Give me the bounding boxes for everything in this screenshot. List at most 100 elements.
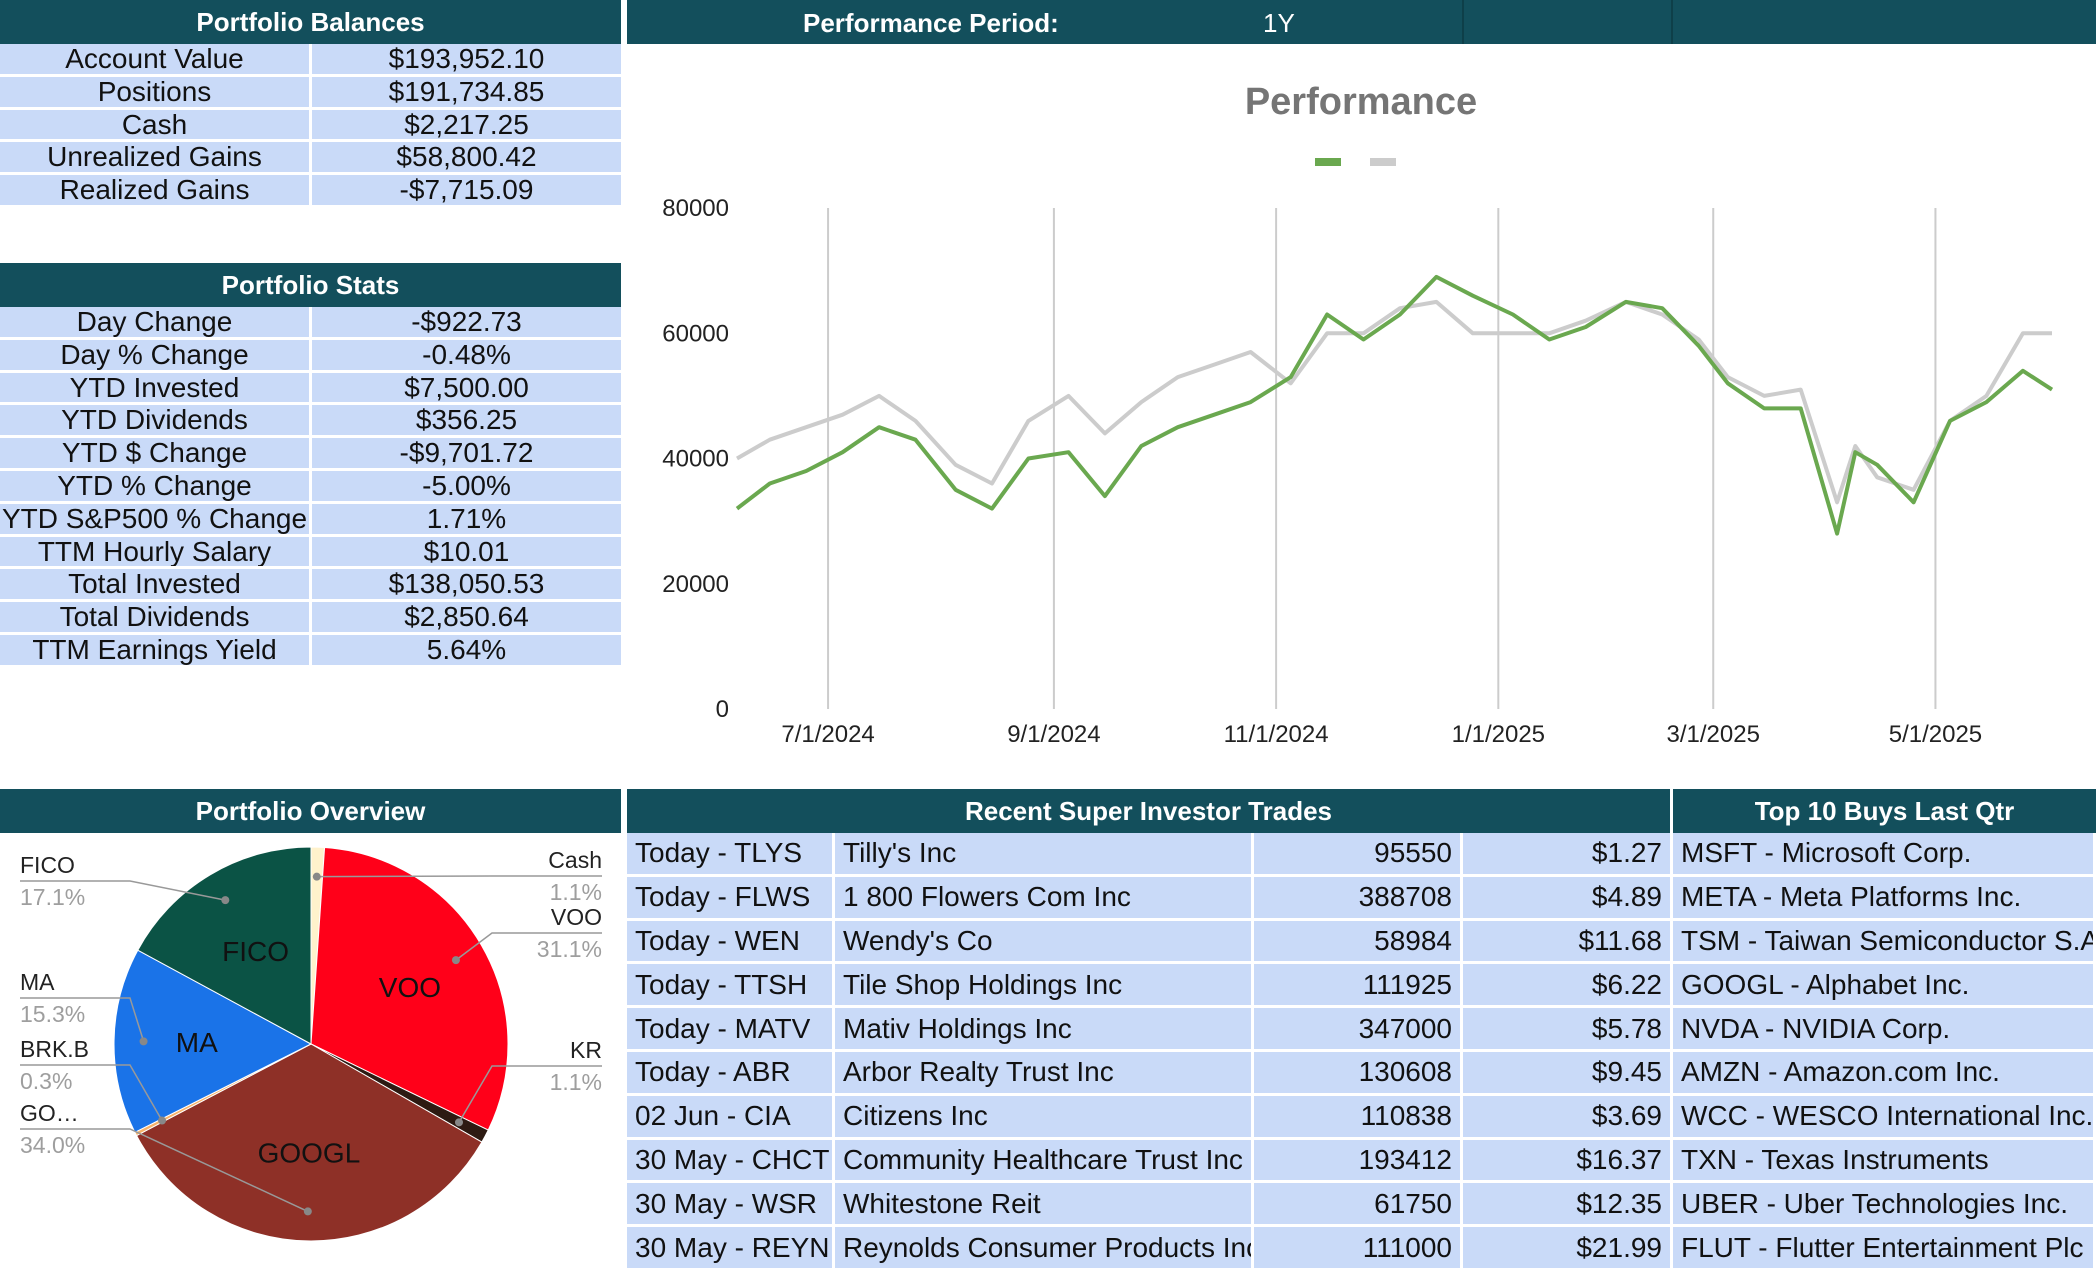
performance-period-value[interactable]: 1Y — [1263, 8, 1295, 38]
trade-shares: 61750 — [1254, 1183, 1463, 1228]
balance-value: $58,800.42 — [312, 142, 624, 176]
trade-shares: 58984 — [1254, 920, 1463, 965]
stat-label: Day % Change — [0, 339, 312, 373]
callout-name: FICO — [20, 852, 75, 878]
stat-value: -5.00% — [312, 471, 624, 504]
stat-label: TTM Hourly Salary — [0, 536, 312, 570]
x-tick-label: 1/1/2025 — [1452, 721, 1545, 748]
balance-label: Cash — [0, 109, 312, 143]
callout-name: KR — [570, 1037, 602, 1063]
legend-swatch — [1315, 158, 1341, 166]
callout-leader-line — [20, 997, 145, 1042]
trade-company: Wendy's Co — [835, 920, 1254, 965]
top-buy-item: UBER - Uber Technologies Inc. — [1673, 1183, 2096, 1228]
x-tick-label: 11/1/2024 — [1224, 721, 1329, 748]
stat-value: $138,050.53 — [312, 569, 624, 603]
balance-value: $191,734.85 — [312, 76, 624, 110]
portfolio-pie-chart: FICO VOO MA GOOGL FICO 17.1% MA 15.3% BRK.B 0.3% G… — [20, 846, 602, 1242]
callout-leader-line — [20, 1128, 309, 1213]
top-buy-item: META - Meta Platforms Inc. — [1673, 876, 2096, 921]
trade-price: $12.35 — [1463, 1183, 1673, 1228]
trade-company: Tilly's Inc — [835, 833, 1254, 877]
portfolio-balances-header: Portfolio Balances — [0, 0, 624, 44]
pie-slice — [113, 949, 313, 1133]
balance-label: Unrealized Gains — [0, 142, 312, 176]
callout-name: GO… — [20, 1100, 79, 1126]
stat-value: $356.25 — [312, 405, 624, 439]
trade-company: Tile Shop Holdings Inc — [835, 964, 1254, 1009]
pie-slice — [310, 846, 509, 1131]
callout-dot — [158, 1116, 167, 1125]
x-tick-label: 7/1/2024 — [781, 721, 874, 748]
series-line — [735, 274, 2054, 536]
balance-value: $193,952.10 — [312, 44, 624, 77]
callout-leader-line — [458, 1065, 602, 1123]
callout-dot — [312, 872, 321, 881]
trade-price: $4.89 — [1463, 876, 1673, 921]
stat-label: YTD Invested — [0, 372, 312, 406]
y-tick-label: 0 — [716, 696, 729, 723]
trade-company: Citizens Inc — [835, 1095, 1254, 1140]
performance-chart: Performance 7/1/2024 9/1/2024 11/1/2024 1/1/… — [662, 81, 2054, 748]
balance-label: Realized Gains — [0, 175, 312, 208]
performance-chart-panel: Performance 7/1/2024 9/1/2024 11/1/2024 1/1/… — [627, 44, 2096, 786]
stat-value: -0.48% — [312, 339, 624, 373]
stat-label: YTD Dividends — [0, 405, 312, 439]
trade-price: $21.99 — [1463, 1227, 1673, 1271]
top-buy-item: AMZN - Amazon.com Inc. — [1673, 1052, 2096, 1096]
stat-label: YTD S&P500 % Change — [0, 503, 312, 537]
trade-when: Today - FLWS — [627, 876, 835, 921]
header-divider — [1462, 0, 1464, 44]
callout-percent: 15.3% — [20, 1001, 85, 1027]
trade-company: Arbor Realty Trust Inc — [835, 1052, 1254, 1096]
callout-percent: 17.1% — [20, 884, 85, 910]
callout-leader-line — [20, 1064, 163, 1121]
trade-price: $16.37 — [1463, 1139, 1673, 1184]
stat-label: Total Invested — [0, 569, 312, 603]
pie-slice — [135, 1043, 483, 1242]
chart-title: Performance — [1245, 81, 1477, 123]
trade-when: Today - WEN — [627, 920, 835, 965]
stat-label: YTD % Change — [0, 471, 312, 504]
balance-value: -$7,715.09 — [312, 175, 624, 208]
stat-label: TTM Earnings Yield — [0, 635, 312, 668]
trade-price: $11.68 — [1463, 920, 1673, 965]
trade-when: 02 Jun - CIA — [627, 1095, 835, 1140]
x-tick-label: 5/1/2025 — [1889, 721, 1982, 748]
callout-name: Cash — [548, 847, 602, 873]
x-tick-label: 3/1/2025 — [1667, 721, 1760, 748]
pie-slice-label: MA — [176, 1027, 218, 1058]
trade-when: 30 May - WSR — [627, 1183, 835, 1228]
callout-dot — [451, 956, 460, 965]
trade-when: Today - TTSH — [627, 964, 835, 1009]
trade-shares: 110838 — [1254, 1095, 1463, 1140]
callout-name: VOO — [551, 904, 602, 930]
performance-period-label: Performance Period: — [803, 8, 1059, 38]
trade-shares: 347000 — [1254, 1008, 1463, 1052]
x-tick-label: 9/1/2024 — [1007, 721, 1100, 748]
trade-price: $1.27 — [1463, 833, 1673, 877]
callout-name: BRK.B — [20, 1036, 89, 1062]
portfolio-overview-panel: FICO VOO MA GOOGL FICO 17.1% MA 15.3% BRK.B 0.3% G… — [0, 833, 624, 1271]
y-tick-label: 80000 — [662, 195, 729, 222]
callout-dot — [221, 896, 230, 905]
series-line — [736, 299, 2052, 505]
callout-leader-line — [316, 875, 602, 878]
trade-shares: 111925 — [1254, 964, 1463, 1009]
top-buy-item: MSFT - Microsoft Corp. — [1673, 833, 2096, 877]
top-buy-item: TXN - Texas Instruments — [1673, 1139, 2096, 1184]
pie-slice-label: VOO — [379, 972, 441, 1003]
stat-value: -$9,701.72 — [312, 438, 624, 471]
trade-shares: 130608 — [1254, 1052, 1463, 1096]
stat-label: YTD $ Change — [0, 438, 312, 471]
trade-company: Whitestone Reit — [835, 1183, 1254, 1228]
callout-dot — [139, 1037, 148, 1046]
trade-when: Today - MATV — [627, 1008, 835, 1052]
stat-value: $2,850.64 — [312, 602, 624, 635]
trade-company: 1 800 Flowers Com Inc — [835, 876, 1254, 921]
stat-value: $7,500.00 — [312, 372, 624, 406]
callout-leader-line — [20, 880, 226, 901]
balance-label: Positions — [0, 76, 312, 110]
stat-label: Day Change — [0, 307, 312, 340]
trade-shares: 193412 — [1254, 1139, 1463, 1184]
